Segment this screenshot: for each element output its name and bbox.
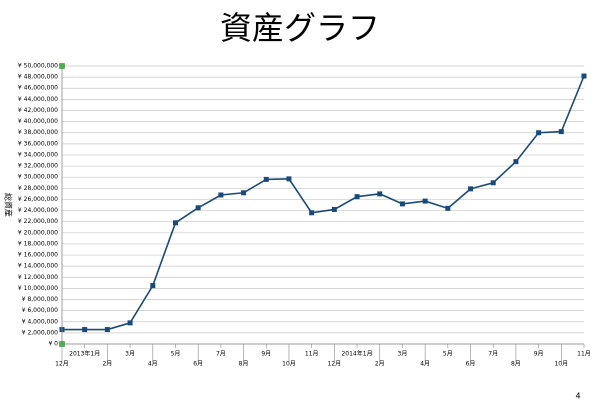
data-point xyxy=(468,186,474,192)
y-tick-label: ¥ 36,000,000 xyxy=(18,140,58,147)
x-tick-label: 11月 xyxy=(305,351,319,358)
y-tick-label: ¥ 28,000,000 xyxy=(18,185,58,192)
x-tick-label: 4月 xyxy=(420,361,430,368)
y-tick-label: ¥ 8,000,000 xyxy=(22,296,58,303)
x-tick-label: 2014年1月 xyxy=(341,350,372,358)
x-tick-label: 9月 xyxy=(261,351,271,358)
x-tick-label: 8月 xyxy=(239,361,249,368)
x-tick-label: 12月 xyxy=(55,361,69,368)
x-tick-label: 9月 xyxy=(534,351,544,358)
y-tick-label: ¥ 4,000,000 xyxy=(22,318,58,325)
y-tick-label: ¥ 42,000,000 xyxy=(18,107,58,114)
plot-area: ¥ 0 ¥ 2,000,000 ¥ 4,000,000 ¥ 6,000,000 ¥ 8,… xyxy=(18,63,591,368)
y-tick-label: ¥ 6,000,000 xyxy=(22,307,58,314)
y-tick-label: ¥ 18,000,000 xyxy=(18,240,58,247)
data-point xyxy=(354,194,360,200)
page-number: 4 xyxy=(575,392,580,401)
x-tick-label: 5月 xyxy=(443,351,453,358)
y-tick-label: ¥ 24,000,000 xyxy=(18,207,58,214)
data-point xyxy=(490,180,496,186)
x-tick-label: 3月 xyxy=(398,351,408,358)
y-tick-label: ¥ 12,000,000 xyxy=(18,274,58,281)
y-tick-label: ¥ 22,000,000 xyxy=(18,218,58,225)
data-point xyxy=(127,320,133,326)
data-point xyxy=(263,176,269,182)
x-tick-label: 12月 xyxy=(328,361,342,368)
x-tick-label: 10月 xyxy=(554,361,568,368)
data-point xyxy=(104,327,110,333)
y-tick-label: ¥ 40,000,000 xyxy=(18,118,58,125)
x-tick-label: 10月 xyxy=(282,361,296,368)
data-point xyxy=(309,210,315,216)
data-point xyxy=(377,191,383,197)
y-tick-label: ¥ 46,000,000 xyxy=(18,85,58,92)
y-tick-label: ¥ 10,000,000 xyxy=(18,285,58,292)
data-point xyxy=(172,220,178,226)
y-axis-label: 総資産 xyxy=(4,193,14,217)
x-tick-label: 4月 xyxy=(148,361,158,368)
data-point xyxy=(513,159,519,165)
y-tick-label: ¥ 34,000,000 xyxy=(18,151,58,158)
x-tick-label: 2月 xyxy=(375,361,385,368)
y-tick-label: ¥ 26,000,000 xyxy=(18,196,58,203)
data-point xyxy=(422,198,428,204)
handle xyxy=(59,341,65,347)
y-tick-label: ¥ 20,000,000 xyxy=(18,229,58,236)
y-tick-label: ¥ 30,000,000 xyxy=(18,174,58,181)
y-tick-label: ¥ 14,000,000 xyxy=(18,263,58,270)
data-point xyxy=(536,130,542,136)
data-point xyxy=(331,206,337,212)
y-tick-label: ¥ 16,000,000 xyxy=(18,252,58,259)
data-point xyxy=(286,176,292,182)
series-line xyxy=(62,75,585,331)
y-tick-label: ¥ 44,000,000 xyxy=(18,96,58,103)
y-tick-label: ¥ 0 xyxy=(48,341,58,348)
data-point xyxy=(581,73,587,79)
x-tick-label: 3月 xyxy=(125,351,135,358)
x-tick-label: 2月 xyxy=(102,361,112,368)
data-point xyxy=(150,283,156,289)
data-point xyxy=(195,205,201,211)
data-point xyxy=(218,192,224,198)
data-point xyxy=(82,327,88,333)
x-tick-label: 2013年1月 xyxy=(69,350,100,358)
x-tick-label: 7月 xyxy=(488,351,498,358)
x-tick-label: 8月 xyxy=(511,361,521,368)
y-tick-label: ¥ 38,000,000 xyxy=(18,129,58,136)
x-tick-label: 6月 xyxy=(466,361,476,368)
data-point xyxy=(558,129,564,135)
x-tick-label: 6月 xyxy=(193,361,203,368)
chart-title: 資産グラフ xyxy=(220,9,380,47)
y-tick-label: ¥ 50,000,000 xyxy=(18,63,58,70)
y-tick-label: ¥ 48,000,000 xyxy=(18,74,58,81)
x-tick-label: 11月 xyxy=(577,351,591,358)
data-point xyxy=(445,205,451,211)
y-tick-label: ¥ 32,000,000 xyxy=(18,163,58,170)
data-point xyxy=(399,201,405,207)
handle xyxy=(59,63,65,69)
data-point xyxy=(241,190,247,196)
x-tick-label: 7月 xyxy=(216,351,226,358)
y-tick-label: ¥ 2,000,000 xyxy=(22,329,58,336)
x-tick-label: 5月 xyxy=(171,351,181,358)
